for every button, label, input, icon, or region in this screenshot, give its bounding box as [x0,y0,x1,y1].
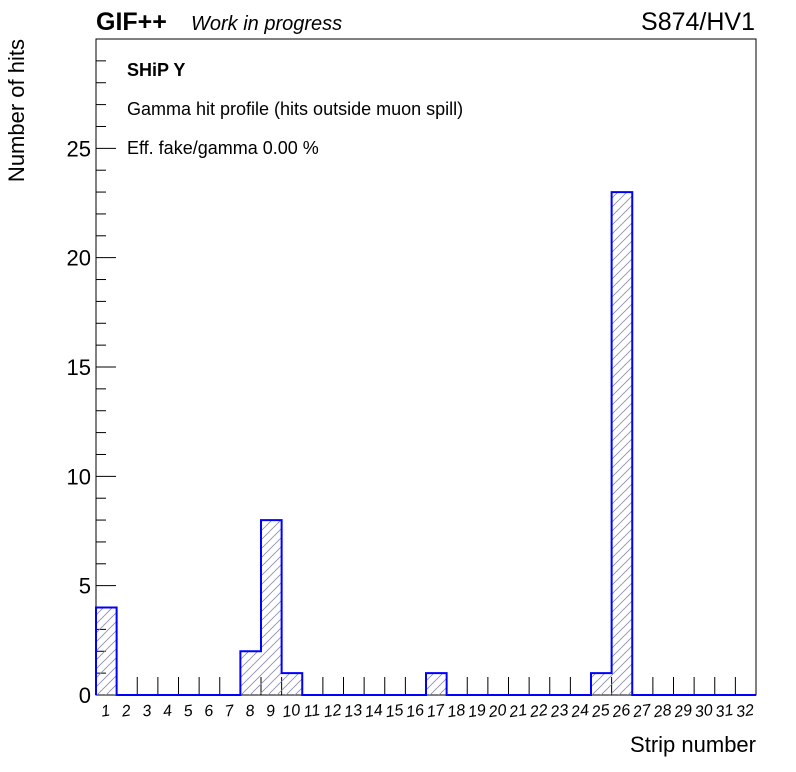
x-tick-label: 28 [652,702,673,721]
x-tick-label: 1 [100,703,111,721]
x-tick-label: 7 [224,702,236,720]
x-tick-label: 6 [203,702,214,720]
x-tick-label: 30 [694,702,714,721]
x-tick-label: 15 [384,702,404,721]
histogram-bar [426,673,447,695]
histogram-bar [96,607,117,695]
histogram-outline [95,191,756,696]
x-tick-label: 31 [714,702,734,721]
x-tick-label: 18 [446,702,466,721]
x-tick-label: 25 [590,702,611,721]
x-tick-label: 4 [162,702,173,720]
y-tick-label: 25 [67,136,91,161]
y-axis-title: Number of hits [4,39,29,182]
x-tick-label: 3 [141,702,152,720]
x-tick-label: 26 [610,702,631,721]
y-tick-label: 15 [67,355,91,380]
x-axis-title: Strip number [630,732,756,757]
x-tick-label: 32 [735,702,755,721]
x-axis-ticks: 1 2 3 4 5 6 7 8 9 10 11 12 13 14 15 16 17 18 19 20 21 22 23 24 2… [95,677,757,722]
histogram-bars [96,192,633,696]
x-tick-label: 22 [528,702,549,721]
y-axis-ticks: 0 5 10 15 20 25 [67,60,116,708]
y-tick-label: 5 [79,574,91,599]
run-label: S874/HV1 [641,8,755,36]
x-tick-label: 14 [364,702,384,721]
x-tick-label: 27 [631,702,653,722]
x-tick-label: 23 [548,702,569,721]
x-tick-label: 9 [265,702,276,720]
x-tick-label: 21 [507,702,528,721]
histogram-bar [240,651,261,695]
x-tick-label: 11 [303,702,322,721]
x-tick-label: 5 [183,702,194,720]
x-tick-label: 2 [120,702,132,720]
experiment-title: GIF++ [96,8,167,36]
x-tick-label: 13 [343,702,363,721]
detector-label: SHiP Y [127,60,185,80]
x-tick-label: 17 [426,702,447,721]
histogram-bar [261,520,282,695]
x-tick-label: 24 [569,702,590,721]
x-tick-label: 10 [281,702,301,721]
x-tick-label: 20 [487,702,508,721]
description-label: Gamma hit profile (hits outside muon spi… [127,99,463,119]
status-label: Work in progress [191,13,342,35]
y-tick-label: 10 [67,464,91,489]
x-tick-label: 12 [323,702,343,721]
histogram-bar [611,192,633,696]
x-tick-label: 19 [467,702,487,721]
efficiency-label: Eff. fake/gamma 0.00 % [127,138,319,158]
x-tick-label: 29 [672,702,693,721]
histogram-bar [591,673,612,695]
histogram-bar [281,673,303,695]
y-tick-label: 20 [67,246,91,271]
y-tick-label: 0 [79,683,91,708]
x-tick-label: 16 [405,702,425,721]
x-tick-label: 8 [244,702,255,720]
